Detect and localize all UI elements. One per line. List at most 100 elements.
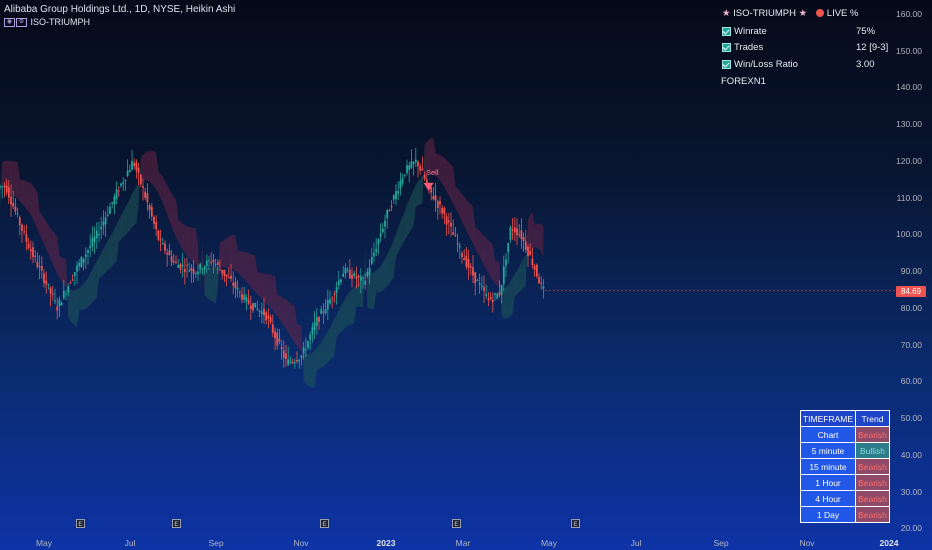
y-tick: 100.00: [896, 229, 922, 239]
trend-cloud-segment: [409, 194, 412, 233]
stats-footer: FOREXN1: [721, 76, 766, 87]
candle-body: [223, 269, 226, 276]
candle-body: [397, 190, 400, 194]
candle-body: [258, 310, 261, 312]
candle-body: [122, 182, 125, 185]
candle-body: [111, 202, 114, 204]
trend-cloud-segment: [220, 241, 223, 268]
candle-body: [159, 239, 162, 241]
table-row: 5 minute Bullish: [800, 442, 890, 459]
earnings-icon[interactable]: E: [172, 519, 181, 528]
trend-cloud-segment: [358, 280, 361, 307]
candle-body: [421, 168, 424, 171]
candle-body: [25, 234, 28, 243]
candle-body: [65, 293, 67, 295]
trend-cloud-segment: [30, 183, 33, 220]
trend-cloud-segment: [396, 228, 399, 257]
trend-cloud-segment: [213, 267, 216, 304]
trend-cloud-segment: [363, 248, 366, 307]
candle-body: [509, 227, 512, 240]
price-axis[interactable]: 160.00 150.00 140.00 130.00 120.00 110.0…: [896, 0, 932, 550]
earnings-icon[interactable]: E: [320, 519, 329, 528]
candle-body: [82, 258, 85, 263]
candle-body: [3, 185, 6, 188]
trend-cloud-segment: [517, 266, 520, 295]
candle-body: [379, 233, 382, 237]
earnings-icon[interactable]: E: [452, 519, 461, 528]
candle-body: [285, 353, 287, 359]
candle-body: [230, 275, 232, 279]
trend-cloud-segment: [59, 255, 62, 282]
candle-body: [100, 226, 103, 230]
trend-cloud-segment: [292, 304, 295, 344]
trend-cloud-segment: [149, 150, 152, 184]
y-tick: 160.00: [896, 9, 922, 19]
trend-cloud-segment: [314, 347, 317, 388]
candle-body: [164, 243, 166, 252]
trend-cloud-segment: [39, 212, 42, 239]
trend-cloud-segment: [101, 248, 104, 277]
candle-body: [32, 247, 34, 257]
trend-cloud-segment: [279, 295, 282, 323]
earnings-icon[interactable]: E: [76, 519, 85, 528]
candle-body: [410, 161, 413, 168]
trend-cloud-segment: [367, 275, 370, 309]
trend-cloud-segment: [158, 171, 161, 199]
indicator-legend[interactable]: ◉ ⚙ ISO-TRIUMPH: [4, 17, 90, 28]
candle-body: [386, 209, 389, 219]
candle-body: [340, 279, 342, 283]
trend-cloud-segment: [488, 240, 491, 278]
candle-body: [287, 359, 290, 365]
candle-body: [84, 254, 87, 258]
y-tick: 40.00: [900, 450, 922, 460]
candle-body: [531, 258, 534, 266]
x-tick: May: [35, 538, 53, 548]
trend-cell: Bullish: [855, 442, 890, 459]
trend-cell: Bearish: [855, 490, 890, 507]
candle-body: [150, 207, 153, 217]
trend-cloud-segment: [171, 193, 174, 232]
trend-cloud-segment: [374, 270, 377, 309]
stats-title-row: ★ ISO-TRIUMPH ★ LIVE %: [722, 8, 858, 19]
candle-body: [137, 167, 140, 173]
trend-cloud-segment: [356, 282, 359, 307]
trend-cloud-segment: [13, 161, 16, 197]
candle-body: [241, 294, 243, 300]
x-tick: 2023: [376, 538, 396, 548]
trend-cell: Bearish: [855, 506, 890, 523]
candle-body: [465, 255, 468, 267]
candle-body: [58, 299, 61, 307]
candle-body: [113, 196, 116, 205]
trend-cloud-segment: [492, 244, 495, 284]
y-tick: 80.00: [900, 303, 922, 313]
trend-cloud-segment: [444, 157, 447, 192]
trend-cloud-segment: [418, 178, 421, 206]
trend-cloud-segment: [387, 250, 390, 286]
trend-cloud-segment: [52, 231, 55, 269]
candle-body: [331, 297, 334, 299]
trend-cloud-segment: [6, 160, 9, 190]
candle-body: [232, 283, 235, 286]
candle-body: [269, 317, 272, 323]
candle-body: [67, 286, 70, 293]
candle-body: [183, 268, 186, 272]
candle-body: [313, 322, 316, 330]
trend-cloud-segment: [90, 269, 93, 305]
candle-body: [289, 361, 292, 363]
settings-icon[interactable]: ⚙: [16, 18, 27, 28]
symbol-title[interactable]: Alibaba Group Holdings Ltd., 1D, NYSE, H…: [4, 4, 236, 15]
candle-body: [29, 249, 32, 252]
earnings-icon[interactable]: E: [571, 519, 580, 528]
candle-body: [87, 250, 89, 253]
candle-body: [326, 300, 329, 310]
trend-cloud-segment: [8, 160, 11, 193]
x-tick: Sep: [208, 538, 224, 548]
trend-cloud-segment: [360, 279, 363, 307]
trend-cloud-segment: [495, 261, 498, 286]
trend-cloud-segment: [24, 180, 27, 209]
trend-cloud-segment: [206, 267, 209, 300]
x-tick: Jul: [124, 538, 136, 548]
eye-icon[interactable]: ◉: [4, 18, 15, 28]
candle-body: [487, 299, 490, 301]
